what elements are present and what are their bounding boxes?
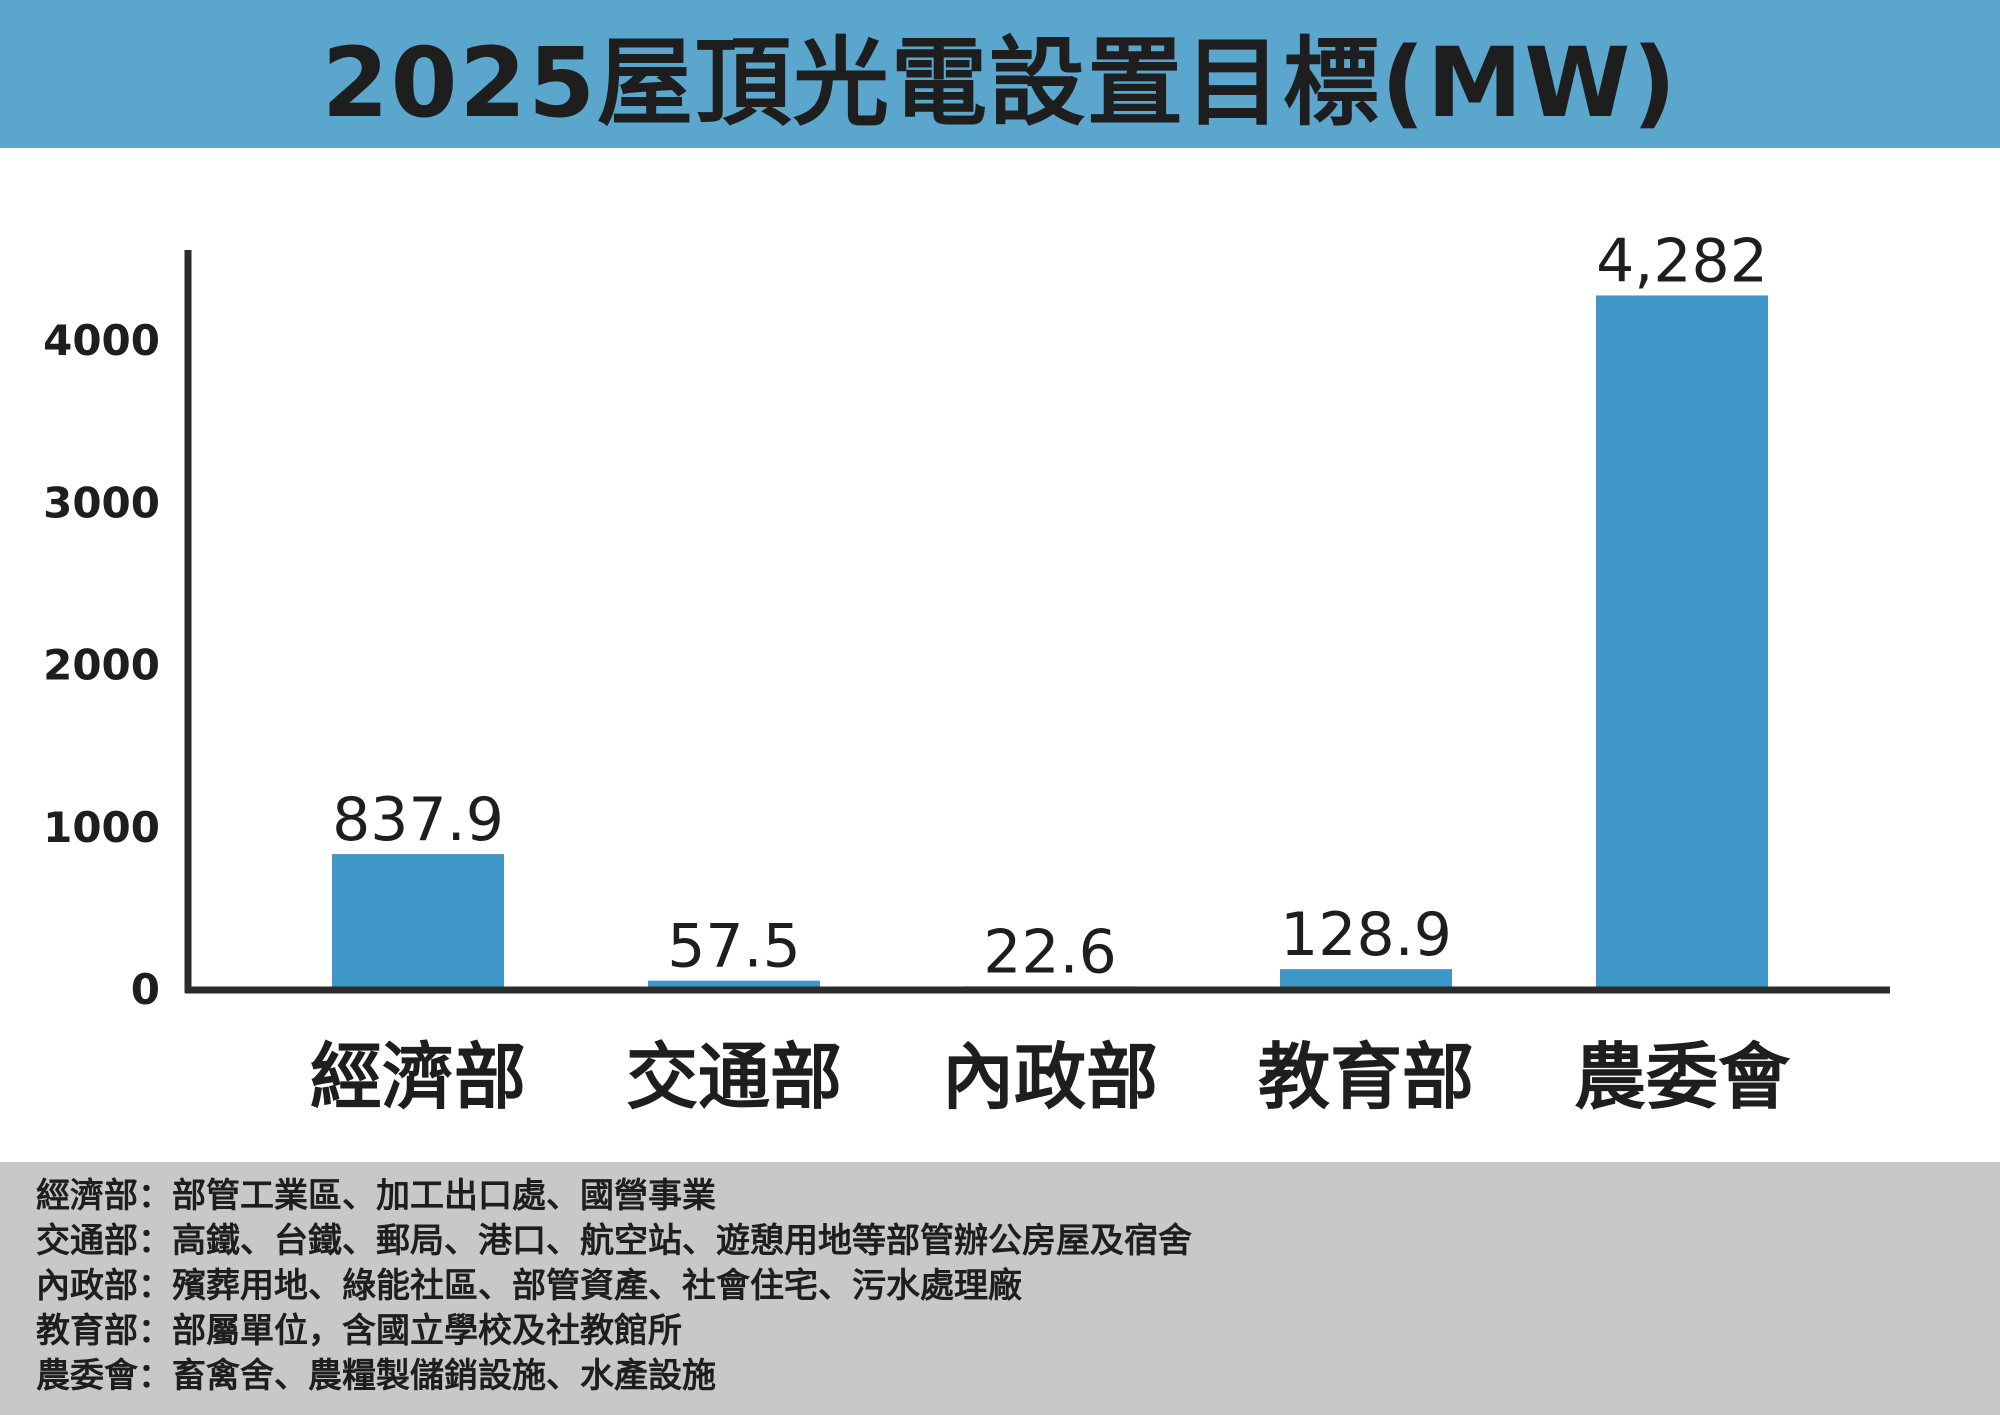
category-label-5: 農委會 [1574, 1035, 1791, 1119]
data-label-4: 128.9 [1280, 900, 1452, 970]
title-bar: 2025屋頂光電設置目標(MW) [0, 0, 2000, 148]
bar-2 [648, 980, 820, 990]
bar-5 [1596, 295, 1768, 990]
y-tick-label-4: 4000 [43, 316, 160, 365]
category-label-1: 經濟部 [310, 1035, 526, 1119]
category-label-4: 教育部 [1258, 1035, 1474, 1119]
chart-title: 2025屋頂光電設置目標(MW) [321, 26, 1679, 139]
y-tick-label-2: 2000 [43, 641, 160, 690]
notes-panel: 經濟部：部管工業區、加工出口處、國營事業 交通部：高鐵、台鐵、郵局、港口、航空站… [0, 1162, 2000, 1415]
y-tick-label-1: 1000 [43, 803, 160, 852]
y-tick-label-3: 3000 [43, 478, 160, 527]
note-line-economic: 經濟部：部管工業區、加工出口處、國營事業 [36, 1176, 716, 1216]
note-line-agriculture: 農委會：畜禽舍、農糧製儲銷設施、水產設施 [36, 1356, 716, 1396]
note-line-education: 教育部：部屬單位，含國立學校及社教館所 [36, 1311, 682, 1351]
bar-chart: 837.9 經濟部 57.5 交通部 22.6 內政部 128.9 教育部 4,282 農委會 0 1… [43, 226, 1890, 1119]
chart-area: 837.9 經濟部 57.5 交通部 22.6 內政部 128.9 教育部 4,282 農委會 0 1… [0, 148, 2000, 1162]
bar-4 [1280, 969, 1452, 990]
data-label-5: 4,282 [1596, 226, 1768, 296]
y-tick-label-0: 0 [131, 965, 160, 1014]
category-label-2: 交通部 [626, 1035, 842, 1119]
category-label-3: 內政部 [942, 1035, 1158, 1119]
data-label-2: 57.5 [667, 912, 801, 982]
note-line-interior: 內政部：殯葬用地、綠能社區、部管資產、社會住宅、污水處理廠 [36, 1266, 1022, 1306]
data-label-1: 837.9 [332, 785, 504, 855]
bar-1 [332, 854, 504, 990]
data-label-3: 22.6 [983, 917, 1117, 987]
note-line-transport: 交通部：高鐵、台鐵、郵局、港口、航空站、遊憩用地等部管辦公房屋及宿舍 [36, 1221, 1192, 1261]
